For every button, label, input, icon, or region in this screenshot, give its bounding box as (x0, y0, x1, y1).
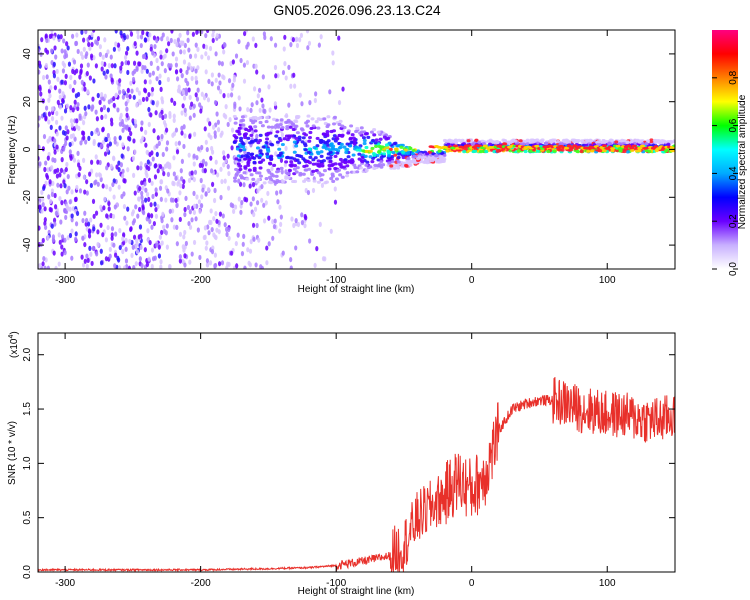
chart-title: GN05.2026.096.23.13.C24 (273, 2, 441, 18)
snr-background (38, 333, 675, 572)
y-tick-label: -20 (22, 190, 33, 205)
snr-y-label: SNR (10 * v/v) (7, 421, 18, 485)
x-tick-label: -300 (55, 578, 75, 589)
colorbar: 0.0 0.2 0.4 0.6 0.8 Normalized spectral ampl… (712, 30, 748, 276)
x-tick-label: -100 (326, 275, 346, 286)
x-tick-label: 0 (469, 275, 475, 286)
colorbar-tick-label: 0.2 (728, 214, 739, 228)
colorbar-label: Normalized spectral amplitude (737, 94, 748, 229)
colorbar-tick-label: 0.8 (728, 70, 739, 84)
snr-series-line (38, 376, 675, 572)
colorbar-gradient (712, 30, 738, 269)
x-tick-label: -100 (326, 578, 346, 589)
x-tick-label: 100 (599, 578, 616, 589)
spectrogram-x-label: Height of straight line (km) (298, 284, 415, 295)
y-tick-label: 0 (22, 146, 33, 152)
x-tick-label: -200 (191, 275, 211, 286)
y-tick-label: 2.0 (22, 347, 33, 361)
snr-frame (37, 332, 676, 573)
x-tick-label: 100 (599, 275, 616, 286)
x-tick-label: -200 (191, 578, 211, 589)
x-tick-label: -300 (55, 275, 75, 286)
y-tick-label: -40 (22, 237, 33, 252)
x-tick-label: 0 (469, 578, 475, 589)
snr-x-label: Height of straight line (km) (298, 586, 415, 597)
colorbar-tick-label: 0.4 (728, 166, 739, 180)
y-tick-label: 0.5 (22, 510, 33, 524)
colorbar-tick-label: 0.0 (728, 262, 739, 276)
colorbar-tick-label: 0.6 (728, 118, 739, 132)
y-tick-label: 20 (22, 96, 33, 108)
y-tick-label: 0.0 (22, 565, 33, 579)
y-tick-label: 1.0 (22, 456, 33, 470)
y-tick-label: 1.5 (22, 402, 33, 416)
snr-panel: -300 -200 -100 0 100 0.0 0.5 1.0 1.5 2.0 Height o… (7, 331, 676, 597)
spectrogram-heatmap (38, 30, 675, 269)
spectrogram-y-label: Frequency (Hz) (7, 116, 18, 185)
snr-scale-label: (x104) (8, 331, 20, 358)
y-tick-label: 40 (22, 48, 33, 60)
